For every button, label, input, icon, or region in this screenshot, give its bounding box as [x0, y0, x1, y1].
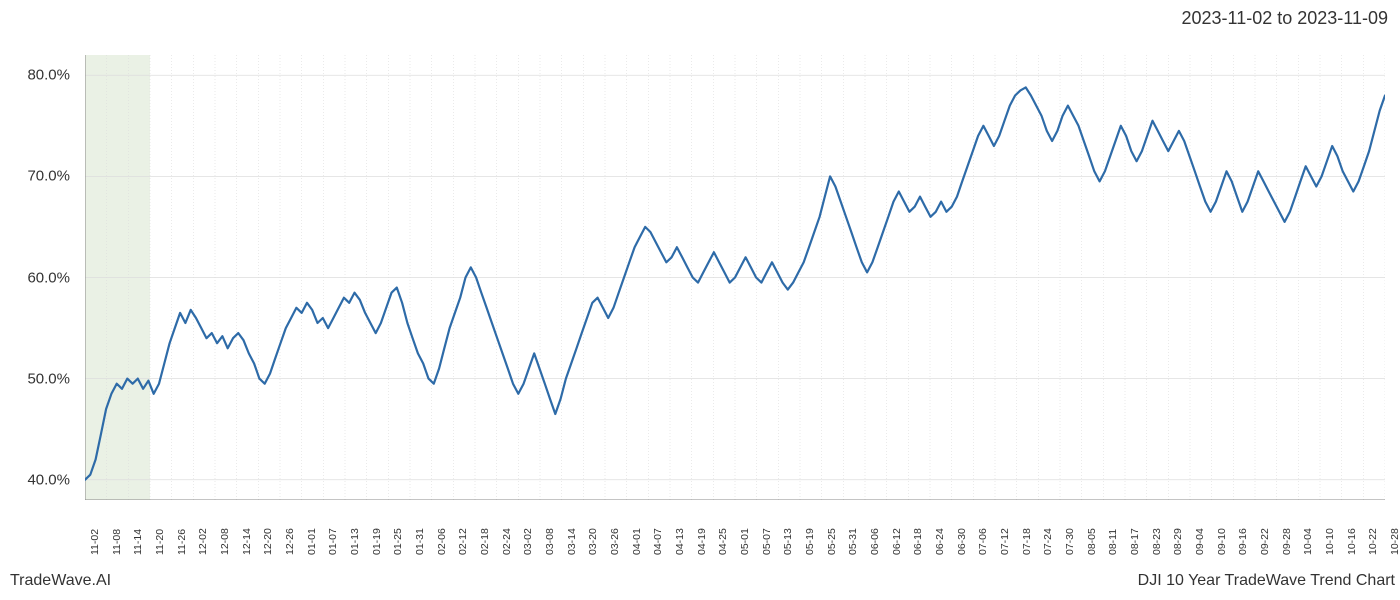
x-tick-label: 12-20	[262, 528, 274, 555]
x-tick-label: 06-12	[891, 528, 903, 555]
x-tick-label: 12-26	[284, 528, 296, 555]
x-tick-label: 04-07	[652, 528, 664, 555]
x-tick-label: 12-02	[197, 528, 209, 555]
y-tick-label: 50.0%	[27, 370, 70, 387]
x-tick-label: 11-20	[154, 529, 166, 555]
x-tick-label: 08-29	[1172, 528, 1184, 555]
x-tick-label: 05-01	[739, 528, 751, 555]
x-tick-label: 08-05	[1086, 528, 1098, 555]
x-tick-label: 06-06	[869, 528, 881, 555]
x-tick-label: 04-01	[631, 528, 643, 555]
x-tick-label: 04-19	[696, 528, 708, 555]
x-tick-label: 09-10	[1216, 528, 1228, 555]
x-tick-label: 03-08	[544, 528, 556, 555]
x-tick-label: 01-07	[327, 528, 339, 555]
x-tick-label: 12-08	[219, 528, 231, 555]
x-tick-label: 03-14	[566, 528, 578, 555]
x-tick-label: 06-18	[912, 528, 924, 555]
x-tick-label: 09-22	[1259, 528, 1271, 555]
x-tick-label: 03-02	[522, 528, 534, 555]
x-tick-label: 12-14	[241, 528, 253, 555]
x-tick-label: 04-25	[717, 528, 729, 555]
x-axis: 11-02 11-08 11-14 11-20 11-26 12-02 12-08 12-14…	[85, 505, 1385, 565]
x-tick-label: 05-19	[804, 528, 816, 555]
x-tick-label: 01-25	[392, 528, 404, 555]
x-tick-label: 11-14	[132, 529, 144, 555]
x-tick-label: 06-24	[934, 528, 946, 555]
x-tick-label: 07-06	[977, 528, 989, 555]
x-tick-label: 03-20	[587, 528, 599, 555]
chart-area	[85, 55, 1385, 500]
x-tick-label: 05-07	[761, 528, 773, 555]
x-tick-label: 05-25	[826, 528, 838, 555]
x-tick-label: 07-12	[999, 528, 1011, 555]
y-tick-label: 80.0%	[27, 67, 70, 84]
x-tick-label: 11-08	[111, 529, 123, 555]
x-tick-label: 10-28	[1389, 528, 1400, 555]
x-tick-label: 05-13	[782, 528, 794, 555]
y-tick-label: 60.0%	[27, 269, 70, 286]
x-tick-label: 05-31	[847, 528, 859, 555]
x-tick-label: 03-26	[609, 528, 621, 555]
x-tick-label: 01-13	[349, 528, 361, 555]
x-tick-label: 01-01	[306, 528, 318, 555]
x-tick-label: 09-16	[1237, 528, 1249, 555]
x-tick-label: 08-17	[1129, 528, 1141, 555]
x-tick-label: 08-23	[1151, 528, 1163, 555]
x-tick-label: 09-28	[1281, 528, 1293, 555]
x-tick-label: 11-02	[89, 529, 101, 555]
x-tick-label: 02-12	[457, 528, 469, 555]
x-tick-label: 02-24	[501, 528, 513, 555]
y-tick-label: 70.0%	[27, 168, 70, 185]
y-tick-label: 40.0%	[27, 471, 70, 488]
x-tick-label: 07-30	[1064, 528, 1076, 555]
x-tick-label: 01-19	[371, 528, 383, 555]
chart-svg	[85, 55, 1385, 500]
x-tick-label: 11-26	[176, 529, 188, 555]
x-tick-label: 04-13	[674, 528, 686, 555]
x-tick-label: 10-22	[1367, 528, 1379, 555]
x-tick-label: 07-18	[1021, 528, 1033, 555]
x-tick-label: 10-10	[1324, 528, 1336, 555]
x-tick-label: 08-11	[1107, 529, 1119, 555]
x-tick-label: 02-06	[436, 528, 448, 555]
y-axis: 40.0% 50.0% 60.0% 70.0% 80.0%	[0, 55, 80, 500]
x-tick-label: 10-16	[1346, 528, 1358, 555]
x-tick-label: 07-24	[1042, 528, 1054, 555]
x-tick-label: 09-04	[1194, 528, 1206, 555]
x-tick-label: 01-31	[414, 528, 426, 555]
x-tick-label: 10-04	[1302, 528, 1314, 555]
x-tick-label: 02-18	[479, 528, 491, 555]
brand-text: TradeWave.AI	[10, 572, 111, 590]
x-tick-label: 06-30	[956, 528, 968, 555]
date-range-text: 2023-11-02 to 2023-11-09	[1182, 8, 1389, 29]
chart-title: DJI 10 Year TradeWave Trend Chart	[1138, 572, 1395, 590]
